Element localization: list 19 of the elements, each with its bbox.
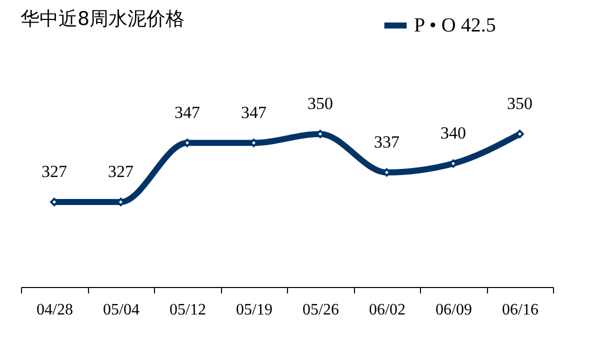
x-tick-label: 05/19 xyxy=(236,302,272,318)
x-tick-label: 04/28 xyxy=(36,302,73,318)
data-label: 347 xyxy=(241,102,267,122)
point xyxy=(516,130,524,138)
x-tick-label: 05/04 xyxy=(103,302,140,318)
data-label: 340 xyxy=(440,124,466,143)
data-label: 347 xyxy=(174,102,200,122)
x-tick-label: 06/16 xyxy=(502,302,538,318)
legend-label: P • O 42.5 xyxy=(414,14,496,36)
x-tick-label: 06/02 xyxy=(369,302,406,318)
data-label: 327 xyxy=(42,162,68,181)
data-label: 327 xyxy=(108,162,134,181)
data-label: 350 xyxy=(507,94,532,113)
data-label: 337 xyxy=(374,132,400,152)
x-tick-label: 06/09 xyxy=(436,302,472,318)
chart-title: 华中近8周水泥价格 xyxy=(20,8,185,30)
x-tick-label: 05/12 xyxy=(170,302,206,318)
x-tick-label: 05/26 xyxy=(302,302,339,318)
data-label: 350 xyxy=(308,94,333,113)
